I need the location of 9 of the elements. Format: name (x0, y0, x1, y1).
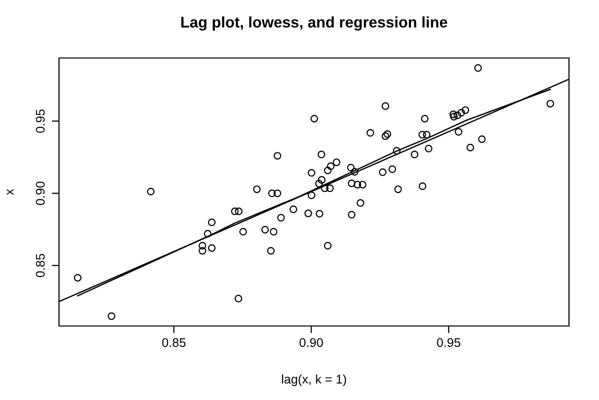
y-tick-label: 0.95 (36, 109, 45, 133)
y-tick-label: 0.85 (36, 254, 45, 278)
chart-title: Lag plot, lowess, and regression line (181, 16, 448, 31)
x-tick-label: 0.95 (436, 338, 460, 347)
y-tick-label: 0.90 (36, 182, 45, 205)
x-axis-title: lag(x, k = 1) (282, 374, 346, 386)
x-tick-label: 0.90 (300, 338, 323, 347)
y-axis-title: x (6, 189, 14, 195)
x-tick-label: 0.85 (162, 338, 186, 347)
